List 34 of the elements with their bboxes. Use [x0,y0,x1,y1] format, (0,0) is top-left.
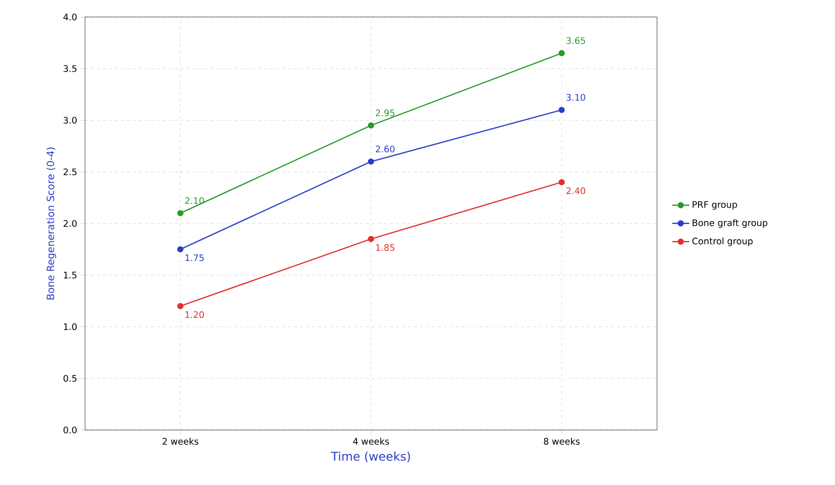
x-tick-label: 8 weeks [544,438,580,445]
legend-label: Bone graft group [692,219,768,228]
point [368,122,374,128]
data-label: 2.60 [376,146,395,152]
point [177,210,184,216]
data-label: 1.75 [186,254,204,262]
point [558,179,565,186]
legend-label: PRF group [692,201,738,210]
point [558,106,565,114]
data-label: 3.65 [566,37,586,44]
y-tick-label: 4.0 [63,14,77,20]
point [558,50,565,56]
legend-label: Control group [692,237,753,246]
point [177,246,184,252]
x-tick-label: 4 weeks [353,438,389,445]
point [177,303,184,310]
y-tick-label: 1.5 [64,272,76,278]
y-tick-label: 2.0 [64,220,77,227]
data-label: 1.85 [376,244,394,251]
x-axis-title: Time (weeks) [330,452,410,462]
y-tick-label: 2.5 [64,168,76,176]
data-label: 2.95 [376,109,394,116]
y-tick-label: 0.0 [64,426,77,434]
y-axis-title: Bone Regeneration Score (0-4) [46,148,56,300]
data-label: 1.20 [186,311,204,318]
point [368,236,374,242]
data-label: 2.40 [566,187,586,194]
y-tick-label: 1.0 [64,323,77,330]
data-label: 3.10 [566,94,586,101]
y-tick-label: 3.0 [64,116,77,124]
point [368,158,374,165]
y-tick-label: 0.5 [64,374,76,382]
y-tick-label: 3.5 [64,65,76,72]
x-tick-label: 2 weeks [162,438,198,445]
